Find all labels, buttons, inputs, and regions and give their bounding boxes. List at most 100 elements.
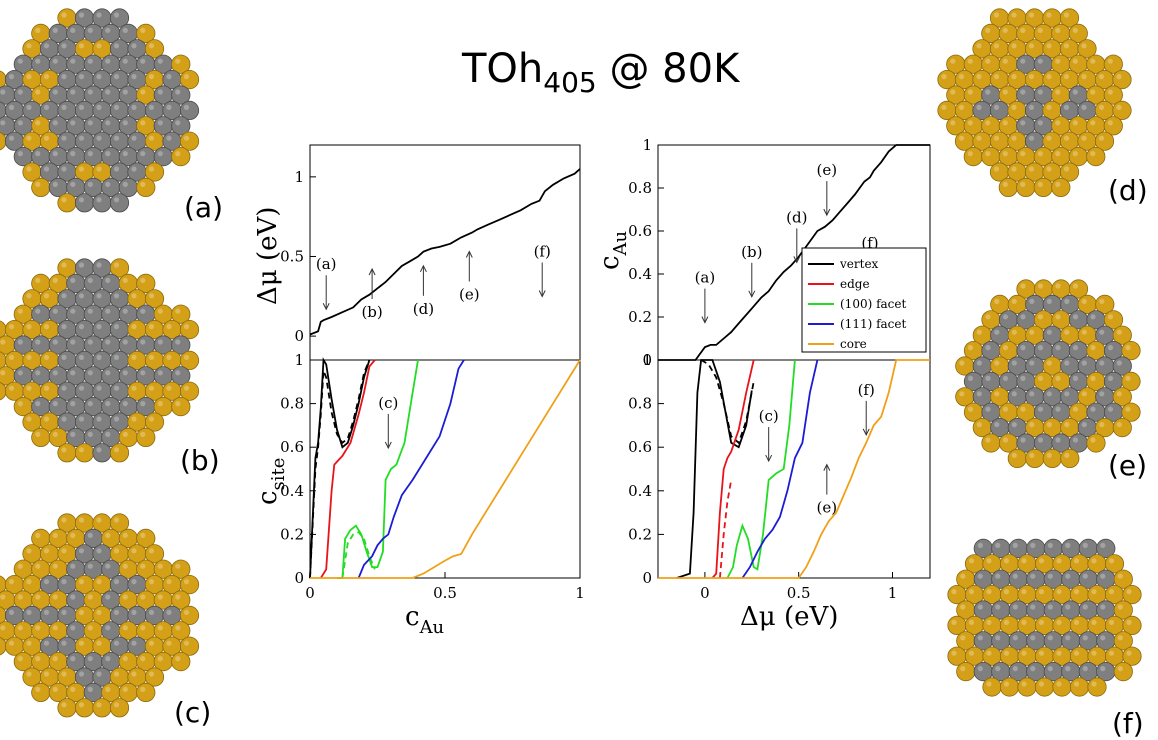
- gold-atom: [963, 147, 983, 167]
- annotation-label: (a): [695, 269, 716, 287]
- gold-atom: [31, 682, 51, 703]
- annotation-label: (a): [316, 255, 337, 273]
- chart-left-bottom: 0 0.2 0.4 0.6 0.8 1 0 0.5 1 (c): [280, 351, 585, 602]
- annotation-arrowhead: [862, 428, 870, 436]
- grey-atom: [171, 85, 191, 105]
- annotation-label: (e): [817, 499, 838, 517]
- annotation-label: (f): [534, 242, 551, 260]
- series-line-core: [658, 359, 930, 579]
- gold-atom: [179, 605, 200, 626]
- grey-atom: [179, 100, 200, 121]
- gold-atom: [1042, 448, 1062, 468]
- y-tick-label: 0: [294, 327, 304, 345]
- gold-atom: [179, 350, 200, 370]
- gold-atom: [171, 559, 191, 579]
- x-tick-label: 1: [888, 584, 898, 602]
- grey-atom: [92, 443, 112, 463]
- y-tick-label: 0: [642, 351, 652, 369]
- annotation-arrowhead: [765, 454, 773, 463]
- y-tick-label: 0.2: [628, 525, 652, 543]
- y-tick-label: 0.8: [628, 395, 652, 413]
- series-line-edge: [711, 359, 755, 579]
- panel-label-b: (b): [180, 444, 220, 477]
- y-tick-label: 0: [642, 569, 652, 587]
- gold-atom: [1052, 677, 1072, 697]
- gold-atom: [1068, 279, 1089, 299]
- grey-atom: [109, 193, 130, 213]
- gold-atom: [171, 590, 191, 610]
- gold-atom: [74, 443, 95, 463]
- gold-atom: [31, 427, 51, 447]
- gold-atom: [1017, 677, 1037, 697]
- legend-label: vertex: [839, 257, 879, 271]
- gold-atom: [1059, 162, 1080, 182]
- gold-atom: [998, 177, 1018, 197]
- series-line-vertex: [676, 359, 753, 579]
- y-tick-label: 0.6: [280, 438, 304, 456]
- grey-atom: [171, 116, 191, 136]
- gold-atom: [981, 433, 1001, 453]
- y-tick-label: 1: [642, 351, 652, 369]
- series-line-vertex: [309, 359, 371, 579]
- series-line--111-facet: [357, 359, 465, 579]
- x-tick-label: 0.5: [787, 584, 811, 602]
- y-tick-label: 0.2: [628, 308, 652, 326]
- annotation-arrowhead: [538, 290, 546, 298]
- gold-atom: [1103, 116, 1123, 136]
- x-axis-label-delta-mu: Δμ (eV): [740, 602, 838, 632]
- x-tick-label: 0: [700, 584, 710, 602]
- y-tick-label: 0.8: [628, 179, 652, 197]
- gold-atom: [1113, 631, 1133, 651]
- gold-atom: [31, 177, 51, 197]
- gold-atom: [1095, 294, 1115, 314]
- panel-label-e: (e): [1108, 449, 1147, 482]
- gold-atom: [57, 193, 77, 213]
- annotation-arrowhead: [701, 316, 709, 324]
- nanoparticle-image-e: [955, 279, 1141, 468]
- gold-atom: [999, 677, 1020, 697]
- gold-atom: [1122, 615, 1142, 636]
- annotation-label: (c): [759, 407, 779, 425]
- nanoparticle-image-f: [947, 538, 1142, 697]
- y-tick-label: 0.4: [280, 482, 304, 500]
- gold-atom: [179, 131, 200, 151]
- grey-atom: [171, 366, 191, 386]
- gold-atom: [171, 396, 191, 417]
- y-tick-label: 0: [294, 569, 304, 587]
- nanoparticle-image-b: [0, 258, 200, 463]
- gold-atom: [1103, 85, 1123, 105]
- series-line-curve: [658, 144, 930, 361]
- gold-atom: [1087, 677, 1107, 697]
- series-line-core: [310, 359, 581, 579]
- y-tick-label: 0.4: [628, 265, 652, 283]
- gold-atom: [144, 667, 165, 687]
- gold-atom: [1112, 70, 1132, 90]
- annotation-arrowhead: [748, 290, 756, 298]
- gold-atom: [1112, 417, 1132, 438]
- annotation-label: (d): [786, 208, 807, 226]
- gold-atom: [1033, 177, 1053, 197]
- y-axis-label-c-site: csite: [253, 458, 289, 505]
- y-tick-label: 1: [642, 136, 652, 154]
- gold-atom: [1086, 147, 1106, 167]
- gold-atom: [1122, 584, 1142, 605]
- y-tick-label: 0.6: [628, 438, 652, 456]
- legend-label: (100) facet: [840, 297, 907, 311]
- gold-atom: [136, 682, 156, 703]
- gold-atom: [1034, 677, 1055, 697]
- grey-atom: [1096, 538, 1116, 559]
- gold-atom: [1051, 177, 1071, 197]
- legend-label: (111) facet: [840, 317, 907, 331]
- gold-atom: [1077, 39, 1097, 59]
- series-line-vertex: [309, 357, 371, 579]
- gold-atom: [171, 147, 191, 167]
- y-tick-label: 0.8: [280, 395, 304, 413]
- grey-atom: [171, 335, 191, 355]
- y-axis-label-delta-mu: Δμ (eV): [253, 207, 283, 305]
- gold-atom: [1103, 54, 1123, 74]
- chart-left-top: 0 0.5 1 (a) (b) (d) (e) (f): [280, 144, 581, 361]
- gold-atom: [136, 528, 156, 549]
- gold-atom: [92, 698, 112, 718]
- gold-atom: [171, 651, 191, 672]
